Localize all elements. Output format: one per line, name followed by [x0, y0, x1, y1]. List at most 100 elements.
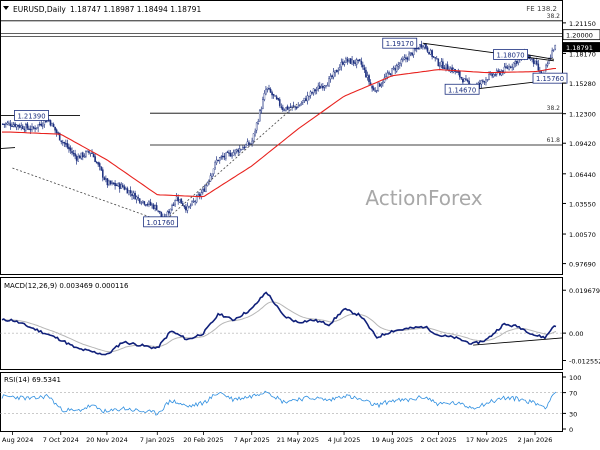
candle-body	[248, 142, 250, 145]
candle-body	[11, 125, 13, 128]
candle-body	[400, 59, 403, 64]
candle-body	[1, 123, 4, 125]
candle-body	[348, 58, 350, 62]
candle-body	[122, 184, 124, 188]
candle-body	[6, 122, 9, 125]
candle-body	[75, 156, 78, 161]
candle-body	[125, 188, 127, 190]
candle-body	[346, 59, 349, 62]
candle-body	[188, 206, 190, 208]
candle-body	[60, 140, 63, 143]
candle-body	[322, 85, 324, 89]
candle-body	[238, 148, 241, 153]
candle-body	[457, 71, 460, 73]
price-tick-label: 1.06440	[569, 171, 596, 179]
candle-body	[260, 108, 263, 112]
candle-body	[365, 69, 367, 78]
candle-body	[234, 149, 236, 154]
candle-body	[225, 152, 227, 159]
candle-body	[326, 84, 329, 87]
candle-body	[8, 122, 10, 124]
candle-body	[283, 109, 286, 112]
candle-body	[463, 78, 466, 82]
candle-body	[419, 44, 421, 49]
candle-body	[431, 50, 433, 57]
candle-body	[265, 89, 267, 95]
price-layer: 38.2 38.2 61.8 1.21390 1.01760 1.19170 1.14670…	[0, 13, 568, 228]
candle-body	[123, 186, 126, 190]
candle-body	[249, 143, 252, 145]
candle-body	[148, 201, 150, 205]
candle-body	[197, 194, 200, 196]
candle-body	[214, 161, 216, 169]
candle-body	[41, 125, 44, 127]
candle-body	[35, 127, 38, 129]
candle-body	[20, 125, 23, 128]
candle-body	[362, 64, 364, 68]
candle-body	[66, 143, 69, 148]
candle-body	[426, 47, 429, 52]
candle-body	[503, 66, 506, 74]
candle-body	[300, 103, 303, 106]
candle-body	[486, 79, 489, 81]
candle-body	[459, 71, 461, 78]
candle-body	[422, 46, 424, 48]
candle-body	[18, 125, 21, 128]
candle-body	[74, 153, 76, 157]
candle-body	[132, 192, 135, 196]
candle-body	[312, 88, 315, 93]
candle-body	[499, 71, 501, 75]
date-tick-label: 20 Feb 2025	[183, 436, 223, 444]
candle-body	[54, 126, 56, 131]
price-pane	[0, 0, 563, 275]
candle-body	[143, 201, 146, 205]
candle-body	[226, 151, 229, 153]
candle-body	[235, 149, 238, 152]
candle-body	[314, 89, 316, 92]
price-tick-label: 1.09420	[569, 140, 596, 148]
fib-level-label: 38.2	[547, 13, 561, 20]
candle-body	[465, 78, 467, 80]
candle-body	[205, 185, 207, 192]
candle-body	[97, 162, 99, 165]
candle-body	[403, 57, 406, 60]
candle-body	[171, 205, 173, 211]
price-label: 1.01760	[147, 219, 175, 227]
candle-body	[149, 201, 152, 206]
candle-body	[137, 197, 139, 199]
candle-body	[497, 70, 500, 72]
rsi-tick-label: 30	[569, 410, 577, 418]
price-tick-label: 1.15280	[569, 80, 596, 88]
candle-body	[68, 146, 70, 150]
price-label-box	[493, 49, 528, 60]
candle-body	[357, 59, 360, 61]
price-label: 1.18070	[497, 51, 525, 59]
candle-body	[274, 95, 276, 97]
candle-body	[302, 100, 304, 103]
candle-body	[9, 123, 12, 127]
candle-body	[280, 106, 283, 108]
candle-body	[388, 72, 390, 74]
candle-body	[131, 193, 133, 197]
candle-body	[355, 59, 358, 65]
candle-body	[186, 205, 189, 211]
candle-body	[40, 123, 43, 126]
candle-body	[420, 44, 423, 48]
candle-body	[128, 190, 130, 195]
collapse-triangle-icon[interactable]	[3, 6, 9, 10]
date-tick-label: 17 Nov 2025	[466, 436, 508, 444]
price-label-box	[382, 37, 418, 49]
candle-body	[94, 156, 96, 163]
candle-body	[237, 149, 240, 153]
price-tick-label: 1.18170	[569, 50, 596, 58]
candle-body	[423, 44, 426, 48]
candle-body	[417, 47, 420, 50]
candle-body	[142, 200, 144, 203]
candle-body	[231, 155, 233, 157]
candle-body	[158, 210, 161, 213]
candle-body	[194, 200, 196, 203]
candle-body	[211, 173, 213, 177]
candle-body	[335, 69, 338, 73]
candle-body	[332, 71, 335, 78]
